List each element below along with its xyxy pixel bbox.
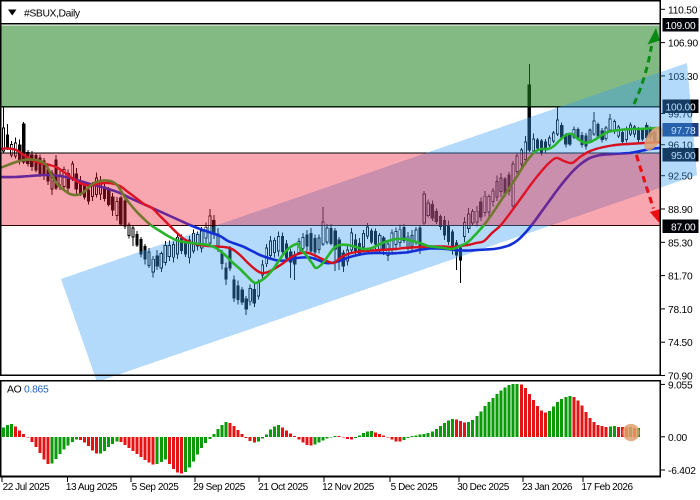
svg-text:100.00: 100.00 [666, 103, 696, 114]
svg-text:5 Dec 2025: 5 Dec 2025 [391, 482, 439, 493]
svg-text:5 Sep 2025: 5 Sep 2025 [132, 482, 180, 493]
svg-text:-6.402: -6.402 [668, 466, 696, 477]
svg-text:21 Oct 2025: 21 Oct 2025 [258, 482, 308, 493]
svg-text:97.78: 97.78 [671, 126, 696, 137]
svg-text:74.50: 74.50 [668, 338, 693, 349]
svg-text:22 Jul 2025: 22 Jul 2025 [3, 482, 51, 493]
svg-text:81.70: 81.70 [668, 272, 693, 283]
svg-text:103.30: 103.30 [668, 72, 698, 83]
svg-text:110.50: 110.50 [668, 5, 698, 16]
svg-text:AO 0.865: AO 0.865 [7, 385, 49, 396]
svg-text:109.00: 109.00 [666, 21, 696, 32]
svg-text:96.10: 96.10 [668, 141, 693, 152]
svg-text:9.055: 9.055 [668, 380, 693, 391]
svg-text:92.50: 92.50 [668, 172, 693, 183]
svg-text:29 Sep 2025: 29 Sep 2025 [193, 482, 246, 493]
svg-text:95.00: 95.00 [671, 151, 696, 162]
svg-text:106.90: 106.90 [668, 39, 698, 50]
svg-text:0.00: 0.00 [668, 433, 688, 444]
svg-text:87.00: 87.00 [671, 222, 696, 233]
svg-text:12 Nov 2025: 12 Nov 2025 [322, 482, 375, 493]
svg-text:85.30: 85.30 [668, 238, 693, 249]
svg-text:#SBUX,Daily: #SBUX,Daily [24, 9, 81, 20]
svg-text:70.90: 70.90 [668, 372, 693, 383]
svg-text:17 Feb 2026: 17 Feb 2026 [581, 482, 633, 493]
svg-text:78.10: 78.10 [668, 305, 693, 316]
svg-text:23 Jan 2026: 23 Jan 2026 [522, 482, 573, 493]
svg-text:88.90: 88.90 [668, 205, 693, 216]
svg-text:30 Dec 2025: 30 Dec 2025 [457, 482, 510, 493]
svg-text:99.70: 99.70 [668, 110, 693, 121]
svg-text:13 Aug 2025: 13 Aug 2025 [66, 482, 118, 493]
